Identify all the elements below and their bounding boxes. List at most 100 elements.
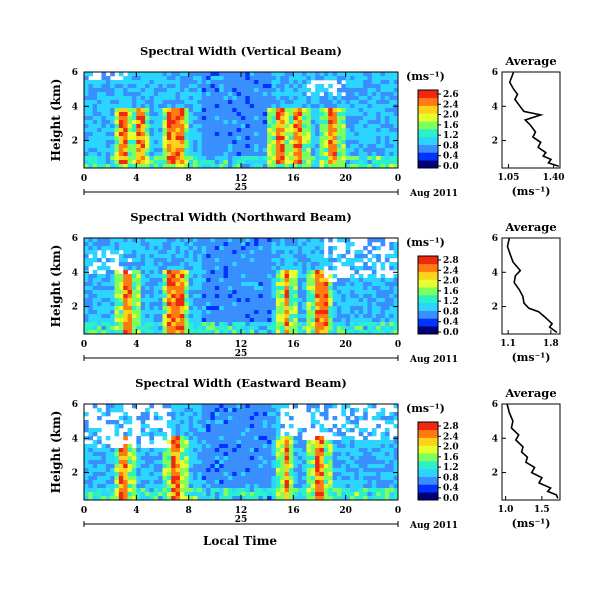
heatmap-cell bbox=[184, 242, 189, 247]
heatmap-cell bbox=[306, 116, 312, 121]
heatmap-cell bbox=[227, 140, 233, 145]
heatmap-cell bbox=[162, 314, 168, 319]
heatmap-cell bbox=[275, 72, 281, 77]
heatmap-cell bbox=[136, 262, 141, 267]
heatmap-cell bbox=[105, 476, 111, 481]
heatmap-cell bbox=[267, 270, 272, 275]
heatmap-cell bbox=[127, 250, 133, 255]
heatmap-cell bbox=[223, 274, 229, 279]
heatmap-cell bbox=[232, 88, 237, 93]
heatmap-cell bbox=[114, 144, 120, 149]
heatmap-cell bbox=[323, 88, 329, 93]
heatmap-cell bbox=[258, 88, 264, 93]
heatmap-cell bbox=[158, 282, 163, 287]
heatmap-cell bbox=[271, 496, 277, 501]
colorbar-label: (ms⁻¹) bbox=[406, 70, 445, 83]
heatmap-cell bbox=[101, 452, 107, 457]
heatmap-cell bbox=[127, 152, 133, 157]
heatmap-cell bbox=[262, 144, 268, 149]
heatmap-cell bbox=[271, 140, 277, 145]
heatmap-cell bbox=[358, 100, 364, 105]
heatmap-cell bbox=[354, 472, 360, 477]
heatmap-cell bbox=[280, 488, 285, 493]
heatmap-cell bbox=[393, 302, 399, 307]
heatmap-cell bbox=[140, 314, 146, 319]
heatmap-cell bbox=[88, 258, 94, 263]
heatmap-cell bbox=[188, 254, 194, 259]
colorbar-label: (ms⁻¹) bbox=[406, 236, 445, 249]
heatmap-cell bbox=[297, 258, 303, 263]
heatmap-cell bbox=[210, 92, 216, 97]
heatmap-cell bbox=[280, 76, 285, 81]
heatmap-cell bbox=[140, 318, 146, 323]
heatmap-cell bbox=[184, 116, 189, 121]
heatmap-cell bbox=[214, 460, 220, 465]
heatmap-cell bbox=[166, 120, 172, 125]
heatmap-cell bbox=[149, 440, 155, 445]
heatmap-cell bbox=[92, 100, 98, 105]
heatmap-cell bbox=[166, 132, 172, 137]
heatmap-cell bbox=[88, 448, 94, 453]
heatmap-cell bbox=[101, 156, 107, 161]
heatmap-cell bbox=[350, 258, 355, 263]
heatmap-cell bbox=[219, 262, 224, 267]
heatmap-cell bbox=[393, 468, 399, 473]
heatmap-cell bbox=[214, 424, 220, 429]
heatmap-cell bbox=[380, 140, 386, 145]
heatmap-cell bbox=[367, 290, 373, 295]
heatmap-cell bbox=[367, 492, 373, 497]
heatmap-cell bbox=[97, 112, 102, 117]
heatmap-cell bbox=[136, 250, 141, 255]
heatmap-cell bbox=[267, 258, 272, 263]
heatmap-cell bbox=[123, 294, 128, 299]
heatmap-cell bbox=[236, 282, 242, 287]
heatmap-cell bbox=[131, 314, 137, 319]
heatmap-cell bbox=[358, 318, 364, 323]
heatmap-cell bbox=[297, 444, 303, 449]
heatmap-cell bbox=[118, 152, 124, 157]
heatmap-cell bbox=[389, 72, 394, 77]
heatmap-cell bbox=[193, 160, 198, 165]
heatmap-cell bbox=[371, 108, 377, 113]
heatmap-cell bbox=[105, 156, 111, 161]
heatmap-cell bbox=[245, 298, 251, 303]
heatmap-cell bbox=[328, 492, 333, 497]
heatmap-cell bbox=[166, 286, 172, 291]
heatmap-cell bbox=[267, 318, 272, 323]
y-tick-label: 6 bbox=[492, 234, 498, 244]
heatmap-cell bbox=[188, 120, 194, 125]
heatmap-cell bbox=[127, 476, 133, 481]
heatmap-cell bbox=[97, 92, 102, 97]
heatmap-cell bbox=[258, 424, 264, 429]
heatmap-cell bbox=[245, 242, 251, 247]
heatmap-cell bbox=[92, 468, 98, 473]
heatmap-cell bbox=[380, 476, 386, 481]
heatmap-cell bbox=[114, 428, 120, 433]
heatmap-cell bbox=[258, 492, 264, 497]
heatmap-cell bbox=[319, 270, 325, 275]
y-tick-label: 2 bbox=[492, 137, 498, 147]
heatmap-cell bbox=[258, 322, 264, 327]
heatmap-cell bbox=[262, 476, 268, 481]
heatmap-cell bbox=[262, 96, 268, 101]
heatmap-cell bbox=[258, 92, 264, 97]
heatmap-cell bbox=[210, 298, 216, 303]
heatmap-cell bbox=[297, 472, 303, 477]
heatmap-cell bbox=[293, 286, 298, 291]
heatmap-cell bbox=[236, 136, 242, 141]
heatmap-cell bbox=[384, 306, 390, 311]
heatmap-cell bbox=[145, 322, 150, 327]
heatmap-cell bbox=[88, 444, 94, 449]
heatmap-cell bbox=[371, 132, 377, 137]
heatmap-cell bbox=[262, 298, 268, 303]
heatmap-cell bbox=[384, 476, 390, 481]
heatmap-cell bbox=[245, 282, 251, 287]
heatmap-cell bbox=[227, 322, 233, 327]
heatmap-cell bbox=[380, 496, 386, 501]
heatmap-cell bbox=[328, 456, 333, 461]
heatmap-cell bbox=[153, 452, 159, 457]
heatmap-cell bbox=[367, 318, 373, 323]
heatmap-cell bbox=[197, 468, 203, 473]
heatmap-cell bbox=[288, 424, 294, 429]
heatmap-cell bbox=[188, 140, 194, 145]
